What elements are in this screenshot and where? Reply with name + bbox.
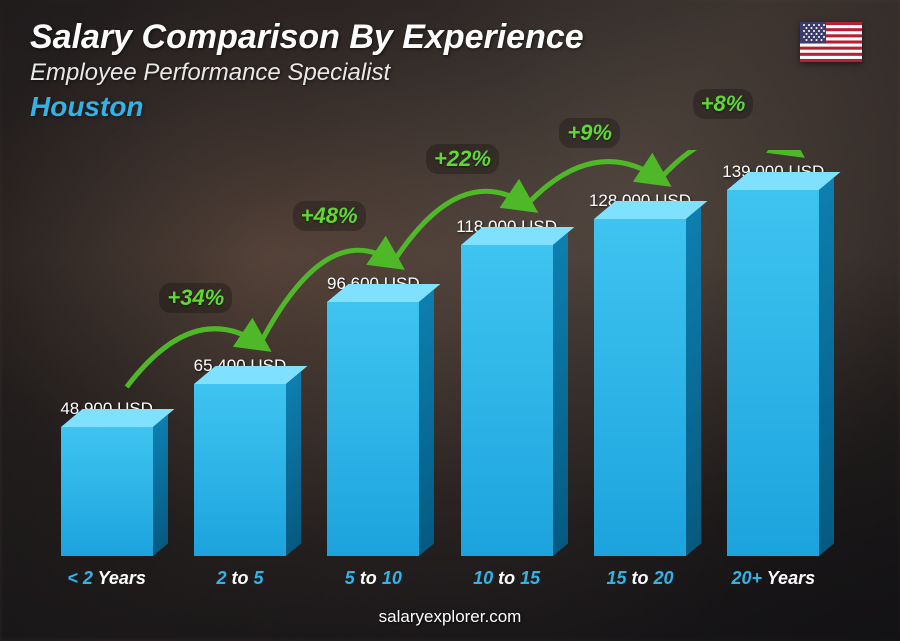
bar-group: 139,000 USD: [713, 150, 834, 556]
bar: [61, 427, 153, 556]
x-axis-label: 15 to 20: [579, 568, 700, 589]
x-axis-label: 5 to 10: [313, 568, 434, 589]
x-axis-label: 10 to 15: [446, 568, 567, 589]
bar: [194, 384, 286, 556]
chart-container: Salary Comparison By Experience Employee…: [0, 0, 900, 641]
x-axis-label: 2 to 5: [179, 568, 300, 589]
chart-title: Salary Comparison By Experience: [30, 18, 870, 57]
percent-change-badge: +34%: [159, 283, 232, 313]
x-axis-label: 20+ Years: [713, 568, 834, 589]
bar-group: 65,400 USD: [179, 150, 300, 556]
footer-attribution: salaryexplorer.com: [0, 607, 900, 627]
percent-change-badge: +48%: [293, 201, 366, 231]
bar: [327, 302, 419, 556]
x-axis-label: < 2 Years: [46, 568, 167, 589]
chart-subtitle: Employee Performance Specialist: [30, 59, 870, 87]
percent-change-badge: +22%: [426, 144, 499, 174]
percent-change-badge: +9%: [559, 118, 620, 148]
bar-group: 48,900 USD: [46, 150, 167, 556]
bar: [727, 190, 819, 556]
x-axis: < 2 Years 2 to 5 5 to 10 10 to 15 15 to 20 20…: [40, 568, 840, 589]
us-flag-icon: [800, 22, 862, 62]
bar: [594, 219, 686, 556]
chart-area: 48,900 USD65,400 USD96,600 USD118,000 US…: [40, 150, 840, 556]
bar-group: 128,000 USD: [579, 150, 700, 556]
bar: [461, 245, 553, 556]
percent-change-badge: +8%: [693, 89, 754, 119]
bar-group: 118,000 USD: [446, 150, 567, 556]
